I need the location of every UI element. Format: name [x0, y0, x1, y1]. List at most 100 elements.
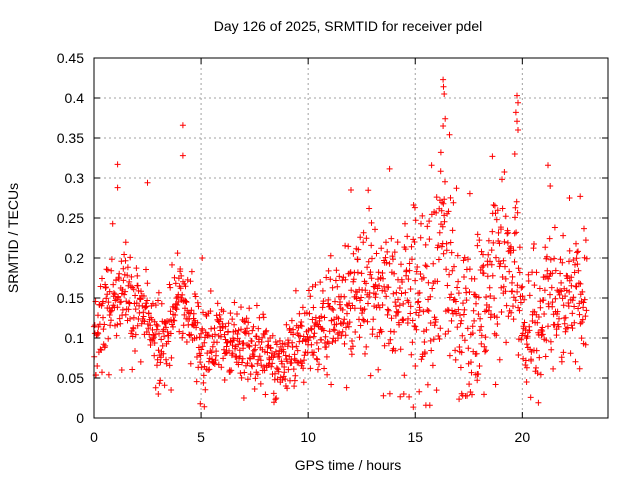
- data-point: [457, 312, 463, 319]
- data-point: [463, 289, 470, 296]
- data-point: [132, 331, 139, 338]
- data-point: [486, 284, 493, 291]
- data-point: [429, 285, 436, 292]
- data-point: [441, 196, 448, 203]
- data-point: [435, 256, 442, 263]
- data-point: [452, 298, 459, 305]
- data-point: [457, 320, 464, 327]
- data-point: [305, 337, 312, 344]
- data-point: [299, 304, 306, 311]
- data-point: [188, 331, 195, 338]
- data-point: [307, 334, 313, 341]
- data-point: [175, 298, 182, 305]
- data-point: [528, 357, 535, 364]
- data-point: [521, 319, 528, 326]
- data-point: [257, 380, 264, 387]
- data-point: [564, 273, 571, 280]
- data-point: [500, 257, 507, 264]
- data-point: [416, 289, 423, 296]
- data-point: [202, 329, 209, 336]
- data-point: [570, 257, 577, 263]
- data-point: [469, 323, 476, 330]
- data-point: [493, 332, 500, 339]
- data-point: [502, 263, 508, 270]
- data-point: [211, 325, 218, 332]
- data-point: [225, 320, 232, 327]
- data-point: [349, 338, 355, 344]
- data-point: [253, 333, 260, 340]
- data-point: [231, 321, 238, 328]
- data-point: [386, 390, 393, 397]
- data-point: [202, 386, 209, 393]
- data-point: [382, 288, 388, 295]
- data-point: [491, 330, 498, 337]
- data-point: [119, 306, 126, 313]
- data-point: [379, 270, 386, 276]
- data-point: [557, 270, 564, 277]
- data-point: [244, 376, 251, 383]
- data-point: [313, 339, 320, 346]
- data-point: [247, 371, 254, 378]
- data-point: [241, 329, 248, 336]
- data-point: [218, 364, 225, 371]
- data-point: [327, 276, 334, 283]
- data-point: [291, 351, 298, 358]
- data-point: [481, 391, 487, 398]
- data-point: [124, 264, 131, 271]
- data-point: [411, 323, 418, 329]
- data-point: [470, 307, 477, 314]
- data-point: [534, 319, 541, 326]
- data-point: [444, 282, 451, 289]
- data-point: [511, 151, 518, 157]
- data-point: [209, 343, 216, 350]
- data-point: [289, 344, 296, 350]
- data-point: [199, 327, 206, 334]
- data-point: [281, 369, 288, 376]
- data-point: [461, 254, 468, 261]
- data-point: [282, 352, 289, 359]
- data-point: [386, 260, 393, 267]
- data-point: [539, 324, 546, 331]
- data-point: [572, 358, 579, 365]
- data-point: [474, 377, 481, 384]
- data-point: [255, 325, 262, 332]
- data-point: [167, 330, 174, 337]
- data-point: [413, 326, 420, 333]
- data-point: [412, 363, 419, 369]
- data-point: [445, 328, 452, 335]
- data-point: [514, 92, 520, 99]
- data-point: [488, 311, 494, 318]
- data-point: [498, 226, 504, 233]
- data-point: [526, 292, 533, 299]
- data-point: [542, 244, 549, 251]
- data-point: [499, 274, 506, 280]
- data-point: [368, 275, 375, 282]
- data-point: [577, 193, 584, 200]
- data-point: [333, 267, 340, 274]
- data-point: [576, 365, 583, 372]
- data-point: [443, 240, 450, 247]
- data-point: [204, 350, 211, 357]
- data-point: [533, 269, 540, 276]
- data-point: [174, 302, 181, 308]
- data-point: [516, 269, 523, 276]
- data-point: [205, 367, 212, 373]
- data-point: [388, 235, 395, 242]
- data-point: [130, 314, 137, 321]
- data-point: [347, 270, 353, 277]
- data-point: [288, 359, 295, 366]
- data-point: [355, 246, 362, 253]
- data-point: [362, 350, 368, 357]
- data-point: [172, 280, 179, 287]
- data-point: [246, 305, 253, 312]
- data-point: [575, 248, 581, 255]
- data-point: [454, 284, 461, 291]
- data-point: [116, 270, 123, 277]
- data-point: [458, 349, 465, 356]
- data-point: [406, 267, 413, 274]
- data-point: [575, 267, 582, 274]
- data-point: [391, 328, 398, 335]
- grid-lines: [94, 58, 608, 418]
- data-point: [442, 178, 448, 185]
- data-point: [458, 317, 465, 324]
